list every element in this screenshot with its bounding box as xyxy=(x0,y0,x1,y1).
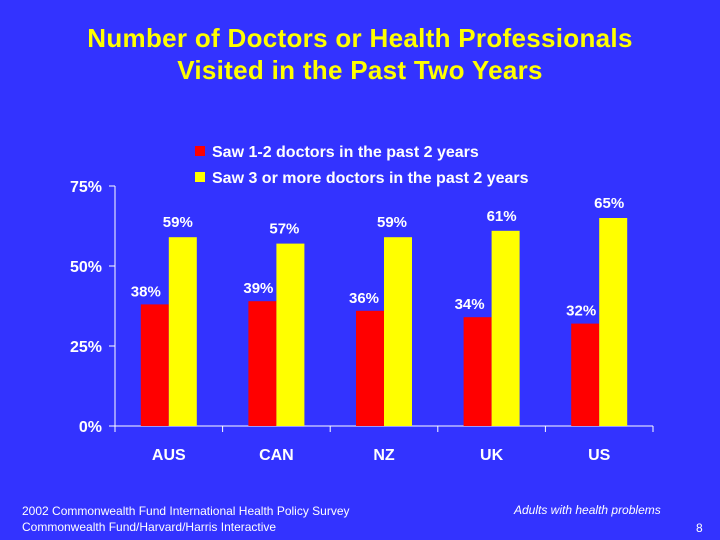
x-tick-label: CAN xyxy=(259,447,294,464)
bar xyxy=(248,301,277,426)
bar xyxy=(276,243,305,426)
population-note: Adults with health problems xyxy=(514,503,661,517)
data-label: 36% xyxy=(349,290,379,307)
data-label: 38% xyxy=(131,283,161,300)
y-tick-label: 25% xyxy=(70,339,102,356)
legend-swatch xyxy=(195,172,205,182)
title-line-1: Number of Doctors or Health Professional… xyxy=(87,23,633,53)
bar xyxy=(140,304,169,426)
x-tick-label: US xyxy=(588,447,611,464)
legend-swatch xyxy=(195,146,205,156)
bar xyxy=(356,310,384,426)
x-tick-label: AUS xyxy=(152,447,186,464)
chart-title: Number of Doctors or Health Professional… xyxy=(0,22,720,86)
legend-label: Saw 1-2 doctors in the past 2 years xyxy=(212,144,479,161)
data-label: 32% xyxy=(566,303,596,320)
y-tick-label: 0% xyxy=(79,419,102,436)
source-line-1: 2002 Commonwealth Fund International Hea… xyxy=(22,504,350,518)
bar xyxy=(571,323,600,426)
x-tick-label: UK xyxy=(480,447,504,464)
data-label: 57% xyxy=(269,221,299,238)
source-line-2: Commonwealth Fund/Harvard/Harris Interac… xyxy=(22,520,277,534)
x-tick-label: NZ xyxy=(373,447,395,464)
title-line-2: Visited in the Past Two Years xyxy=(177,55,543,85)
data-label: 59% xyxy=(377,214,407,231)
legend-label: Saw 3 or more doctors in the past 2 year… xyxy=(212,170,529,187)
bar xyxy=(168,237,197,426)
bar xyxy=(599,218,628,426)
bar xyxy=(491,230,520,426)
bar xyxy=(463,317,492,426)
y-tick-label: 75% xyxy=(70,179,102,196)
data-label: 65% xyxy=(594,195,624,212)
data-label: 34% xyxy=(455,296,485,313)
y-tick-label: 50% xyxy=(70,259,102,276)
data-label: 61% xyxy=(487,208,517,225)
data-label: 59% xyxy=(163,214,193,231)
page-number: 8 xyxy=(696,521,703,535)
bar xyxy=(384,237,412,426)
data-label: 39% xyxy=(243,280,273,297)
